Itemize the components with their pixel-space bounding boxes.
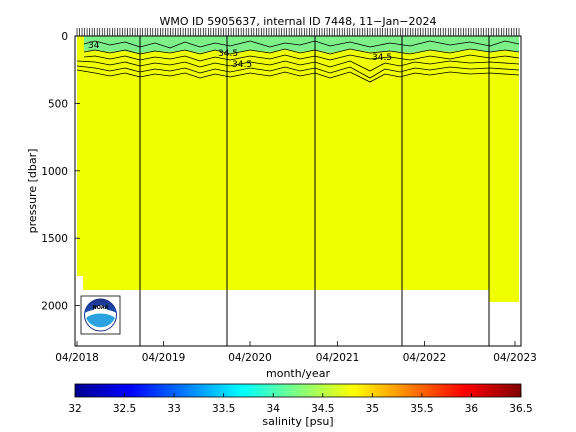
colorbar-label: salinity [psu] [262,415,333,428]
contour-lines [76,40,520,83]
x-axis: 04/2018 04/2019 04/2020 04/2021 04/2022 … [55,341,537,380]
y-tick-label: 2000 [41,301,68,313]
x-tick-label: 04/2022 [403,352,447,364]
colorbar-tick-label: 32 [68,403,81,415]
colorbar-tick-label: 32.5 [113,403,136,415]
colorbar-tick-label: 36.5 [509,403,532,415]
contour-label: 34.5 [218,49,238,59]
contour-line [83,54,520,62]
y-tick-label: 1500 [41,233,68,245]
colorbar-gradient [74,383,522,398]
contour-line [76,60,520,72]
y-axis-label: pressure [dbar] [26,149,39,234]
x-tick-label: 04/2021 [316,352,360,364]
y-axis: 0 500 1000 1500 2000 pressure [dbar] [26,31,80,313]
salinity-field [77,36,519,302]
noaa-logo: NOAA [80,295,121,335]
x-axis-label: month/year [266,367,330,380]
colorbar-tick-label: 35.5 [410,403,433,415]
profile-ticks [76,28,520,36]
colorbar-tick-label: 36 [465,403,479,415]
colorbar-ticks: 32 32.5 33 33.5 34 34.5 35 35.5 36 36.5 [68,393,533,415]
x-tick-label: 04/2020 [228,352,272,364]
y-tick-label: 0 [61,31,68,43]
contour-line [83,48,520,55]
contour-line [76,69,520,83]
y-tick-marks [75,35,80,307]
colorbar: 32 32.5 33 33.5 34 34.5 35 35.5 36 36.5 salinity … [68,383,533,428]
chart-title: WMO ID 5905637, internal ID 7448, 11−Jan… [160,15,437,28]
colorbar-tick-label: 34.5 [311,403,334,415]
y-tick-label: 500 [48,98,68,110]
contour-label: 34.5 [372,53,392,63]
y-tick-label: 1000 [41,166,68,178]
x-tick-label: 04/2023 [493,352,537,364]
contour-label: 34.5 [232,60,252,70]
x-tick-label: 04/2019 [142,352,186,364]
year-dividers [139,36,490,346]
contour-label: 34 [88,41,100,51]
plot-frame [74,35,522,347]
colorbar-tick-label: 33 [167,403,180,415]
colorbar-tick-label: 34 [267,403,281,415]
x-tick-marks [76,341,516,346]
contour-line [76,65,520,79]
x-tick-label: 04/2018 [55,352,99,364]
noaa-logo-text: NOAA [92,305,108,311]
contour-label-group: 34 34.5 34.5 34.5 [88,41,392,70]
colorbar-tick-label: 33.5 [212,403,235,415]
contour-line [83,40,520,49]
colorbar-tick-label: 35 [366,403,379,415]
